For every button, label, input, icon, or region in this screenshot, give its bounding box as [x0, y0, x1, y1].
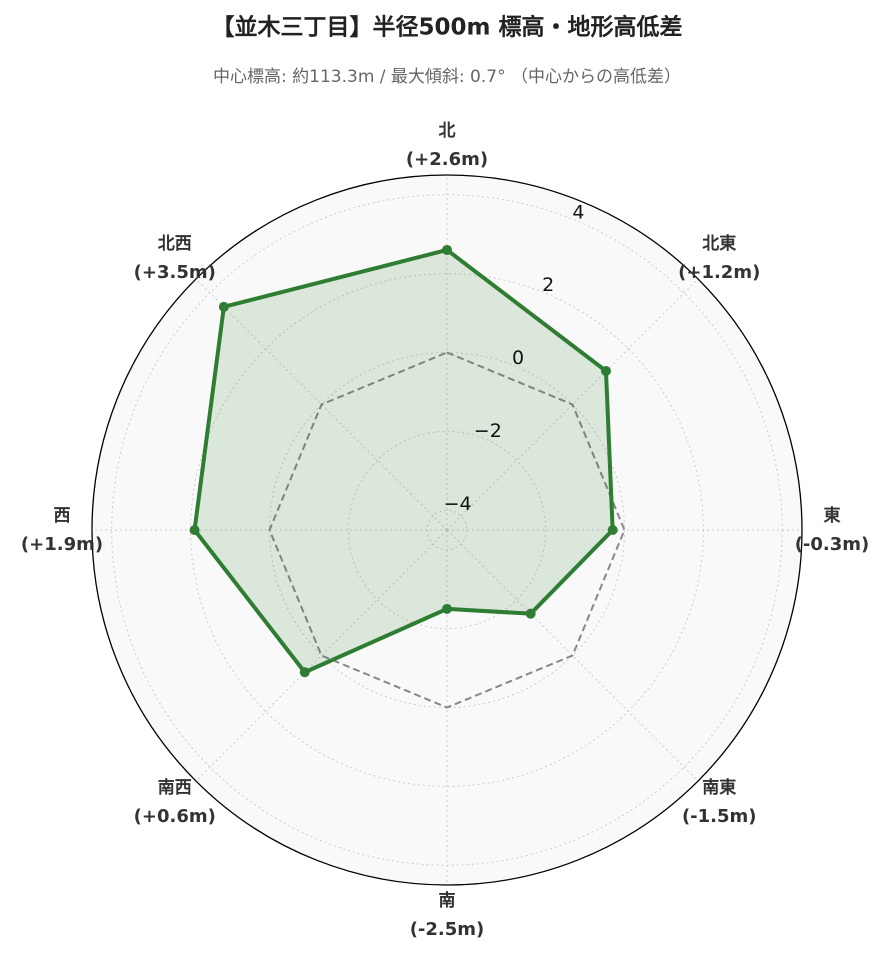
value-label: (+2.6m) — [406, 149, 488, 170]
value-label: (+0.6m) — [134, 806, 216, 827]
value-label: (+3.5m) — [134, 262, 216, 283]
category-label: 東 — [824, 505, 841, 526]
r-tick-label: −2 — [474, 420, 502, 442]
grid-spoke — [195, 529, 448, 782]
data-point — [442, 244, 452, 255]
r-tick-label: 0 — [512, 347, 524, 369]
category-label: 南東 — [702, 777, 736, 798]
category-label: 西 — [54, 506, 71, 526]
data-point — [600, 366, 611, 377]
data-point — [525, 608, 536, 619]
data-point — [442, 603, 452, 614]
category-label: 北 — [439, 121, 456, 141]
grid-circle — [426, 509, 468, 551]
plot-border — [91, 174, 803, 886]
chart-title: 【並木三丁目】半径500m 標高・地形高低差 — [212, 14, 683, 41]
r-tick-label: 4 — [572, 201, 584, 223]
category-label: 南西 — [158, 777, 192, 798]
value-label: (+1.2m) — [678, 262, 760, 283]
value-label: (-1.5m) — [682, 806, 757, 827]
category-label: 北東 — [702, 233, 736, 254]
reference-line — [268, 351, 626, 709]
r-tick-label: 2 — [542, 274, 554, 296]
chart-subtitle: 中心標高: 約113.3m / 最大傾斜: 0.7° （中心からの高低差） — [213, 67, 681, 87]
category-label: 南 — [439, 890, 456, 911]
value-label: (-0.3m) — [795, 534, 870, 555]
r-tick-label: −4 — [444, 493, 472, 515]
grid-spoke — [446, 529, 699, 782]
value-label: (-2.5m) — [410, 919, 485, 940]
grid-circle — [347, 430, 547, 630]
grid-spoke — [195, 278, 448, 531]
data-point — [299, 667, 310, 678]
series-area — [194, 249, 613, 673]
data-point — [607, 525, 618, 535]
grid-spoke — [446, 278, 699, 531]
value-label: (+1.9m) — [21, 534, 103, 555]
category-label: 北西 — [158, 234, 192, 254]
data-point — [218, 301, 229, 312]
data-point — [189, 525, 200, 535]
